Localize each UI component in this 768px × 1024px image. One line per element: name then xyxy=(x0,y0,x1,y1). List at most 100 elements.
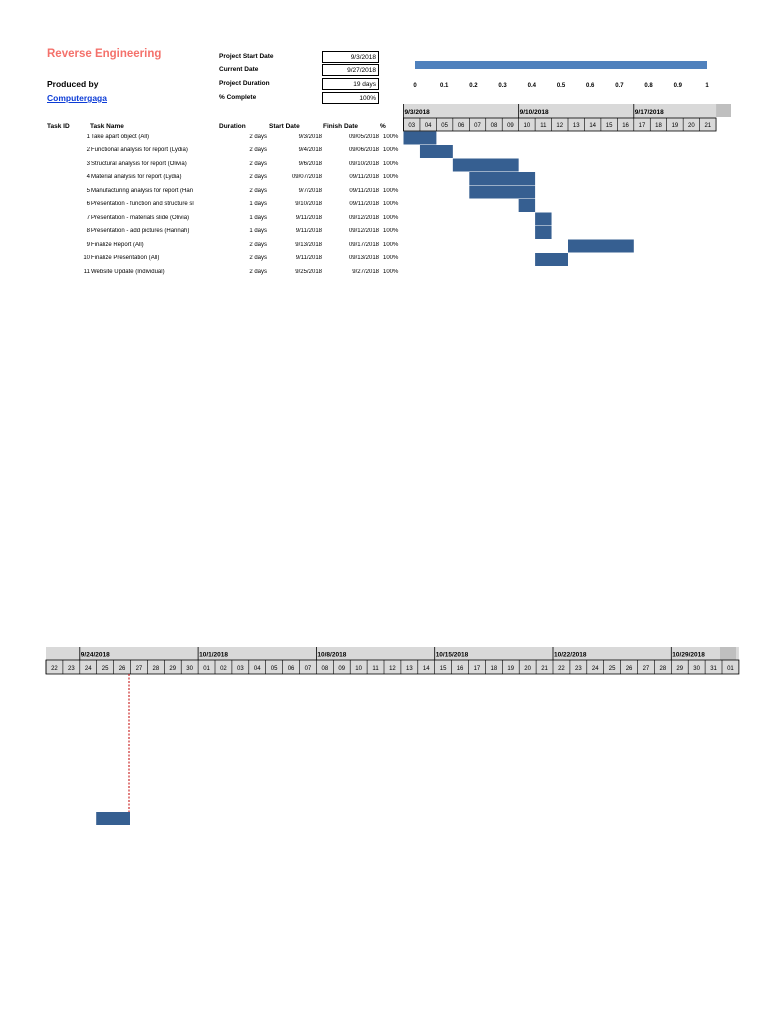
percent-complete-label: % Complete xyxy=(219,94,257,101)
header-scroll-edge xyxy=(716,104,731,117)
task-id-cell: 9 xyxy=(86,241,90,248)
project-duration-value[interactable]: 19 days xyxy=(322,78,379,90)
day-label: 03 xyxy=(237,666,244,672)
day-label: 09 xyxy=(338,666,345,672)
finish-date-cell: 09/17/2018 xyxy=(348,241,379,248)
day-label: 07 xyxy=(305,666,312,672)
gantt-bar xyxy=(518,199,536,212)
day-label: 29 xyxy=(676,666,683,672)
finish-date-cell: 09/10/2018 xyxy=(348,160,379,167)
day-label: 26 xyxy=(119,666,126,672)
start-date-cell: 9/11/2018 xyxy=(295,255,322,261)
task-id-cell: 7 xyxy=(86,214,90,221)
day-label: 20 xyxy=(688,123,695,129)
day-label: 28 xyxy=(660,666,667,672)
day-label: 10 xyxy=(524,123,531,129)
day-label: 30 xyxy=(693,666,700,672)
axis-tick-label: 0.6 xyxy=(586,83,595,89)
current-date-value[interactable]: 9/27/2018 xyxy=(322,64,379,76)
day-label: 24 xyxy=(85,666,92,672)
start-date-cell: 9/11/2018 xyxy=(295,228,322,234)
percent-cell: 100% xyxy=(383,214,399,221)
start-date-cell: 9/11/2018 xyxy=(295,214,322,221)
percent-cell: 100% xyxy=(383,241,399,248)
finish-date-cell: 09/12/2018 xyxy=(348,214,379,221)
header-task-name: Task Name xyxy=(90,123,124,130)
gantt-bar xyxy=(403,131,437,145)
finish-date-cell: 09/05/2018 xyxy=(348,133,379,140)
progress-bar xyxy=(415,61,707,69)
day-label: 16 xyxy=(622,123,629,129)
week-label: 10/15/2018 xyxy=(436,652,469,659)
task-id-cell: 1 xyxy=(86,133,90,140)
start-date-cell: 9/10/2018 xyxy=(295,201,322,207)
axis-tick-label: 0 xyxy=(413,83,417,89)
project-duration-label: Project Duration xyxy=(219,80,270,87)
task-id-cell: 5 xyxy=(86,187,90,194)
week-label: 9/17/2018 xyxy=(635,109,664,116)
duration-cell: 2 days xyxy=(249,241,267,248)
current-date-label: Current Date xyxy=(219,66,259,73)
day-label: 27 xyxy=(643,666,650,672)
day-label: 19 xyxy=(672,123,679,129)
duration-cell: 2 days xyxy=(249,187,267,194)
duration-cell: 2 days xyxy=(249,160,267,167)
week-label: 10/29/2018 xyxy=(672,652,705,659)
week-label: 10/8/2018 xyxy=(317,652,346,659)
day-label: 09 xyxy=(507,123,514,129)
project-start-date-value[interactable]: 9/3/2018 xyxy=(322,51,379,63)
axis-tick-label: 0.7 xyxy=(615,83,624,89)
day-label: 19 xyxy=(507,666,514,672)
day-label: 24 xyxy=(592,666,599,672)
day-label: 21 xyxy=(704,123,711,129)
task-id-cell: 6 xyxy=(86,201,90,207)
finish-date-cell: 09/11/2018 xyxy=(349,187,379,194)
duration-cell: 2 days xyxy=(249,174,267,180)
day-label: 18 xyxy=(655,123,662,129)
duration-cell: 1 days xyxy=(249,214,267,221)
gantt-bar xyxy=(535,226,552,239)
day-label: 25 xyxy=(609,666,616,672)
axis-tick-label: 0.2 xyxy=(469,83,478,89)
header-start-date: Start Date xyxy=(269,123,300,130)
finish-date-cell: 09/06/2018 xyxy=(348,147,379,153)
day-label: 04 xyxy=(254,666,261,672)
percent-cell: 100% xyxy=(383,174,399,180)
task-name-cell: Finalize Presentation (All) xyxy=(91,255,160,261)
axis-tick-label: 1 xyxy=(705,83,709,89)
day-label: 12 xyxy=(556,123,563,129)
gantt-bar xyxy=(452,158,519,172)
author-link[interactable]: Computergaga xyxy=(47,93,107,103)
task-id-cell: 11 xyxy=(83,268,90,275)
day-label: 11 xyxy=(540,123,547,129)
produced-by-label: Produced by xyxy=(47,79,99,89)
week-header-band xyxy=(46,647,739,660)
day-label: 17 xyxy=(639,123,646,129)
day-label: 08 xyxy=(491,123,498,129)
day-label: 26 xyxy=(626,666,633,672)
axis-tick-label: 0.4 xyxy=(527,83,536,89)
duration-cell: 2 days xyxy=(249,147,267,153)
duration-cell: 2 days xyxy=(249,268,267,275)
day-label: 03 xyxy=(408,123,415,129)
percent-cell: 100% xyxy=(383,147,399,153)
axis-tick-label: 0.1 xyxy=(440,83,449,89)
day-label: 15 xyxy=(440,666,447,672)
percent-complete-value[interactable]: 100% xyxy=(322,92,379,104)
percent-cell: 100% xyxy=(383,133,399,140)
task-name-cell: Finalize Report (All) xyxy=(91,241,144,248)
day-label: 06 xyxy=(288,666,295,672)
percent-cell: 100% xyxy=(383,160,399,167)
percent-cell: 100% xyxy=(383,187,399,194)
percent-cell: 100% xyxy=(383,268,399,275)
task-id-cell: 4 xyxy=(86,174,90,180)
day-label: 05 xyxy=(441,123,448,129)
duration-cell: 1 days xyxy=(249,201,267,207)
start-date-cell: 09/07/2018 xyxy=(291,174,322,180)
finish-date-cell: 09/11/2018 xyxy=(349,201,379,207)
day-label: 27 xyxy=(136,666,143,672)
day-label: 21 xyxy=(541,666,548,672)
start-date-cell: 9/6/2018 xyxy=(298,160,322,167)
finish-date-cell: 09/12/2018 xyxy=(348,228,379,234)
